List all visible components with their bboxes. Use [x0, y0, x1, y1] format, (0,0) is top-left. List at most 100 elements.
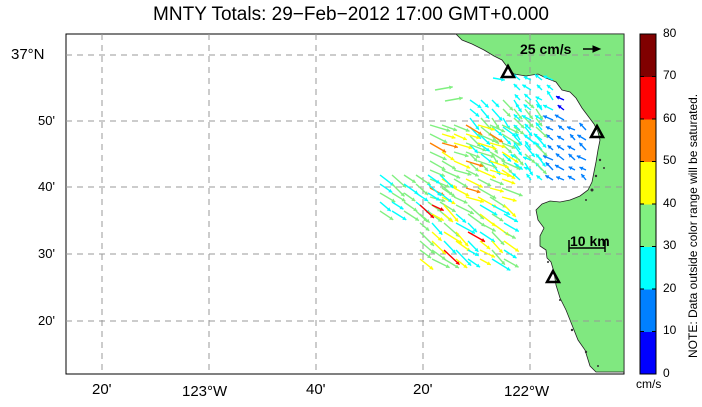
- x-tick-label: 123°W: [182, 383, 228, 400]
- vector-arrow: [534, 73, 543, 81]
- vector-arrow: [524, 99, 535, 109]
- vector-arrow: [524, 126, 533, 137]
- vector-arrow: [521, 114, 532, 121]
- vector-arrow: [501, 124, 520, 134]
- vector-arrow: [477, 124, 496, 131]
- vector-arrow: [379, 183, 393, 194]
- y-tick-label: 20': [38, 313, 55, 328]
- vector-arrow: [503, 258, 519, 268]
- vector-arrow: [513, 124, 521, 131]
- y-tick-label: 50': [38, 113, 55, 128]
- vector-arrow: [489, 124, 506, 133]
- vector-arrow: [502, 108, 512, 118]
- colorbar-segment: [640, 331, 656, 375]
- vector-arrow: [480, 162, 489, 172]
- map-grid: [66, 34, 624, 374]
- vector-arrow: [501, 169, 516, 180]
- vector-arrow: [419, 222, 430, 232]
- vector-arrow: [477, 160, 498, 169]
- vector-arrow: [568, 153, 576, 161]
- colorbar-tick-label: 10: [663, 323, 677, 337]
- y-tick-label: 40': [38, 179, 55, 194]
- vector-arrow: [439, 174, 454, 189]
- vector-arrow: [403, 174, 417, 184]
- y-tick-label: 30': [38, 246, 55, 261]
- vector-arrow: [379, 192, 396, 203]
- vector-arrow: [515, 132, 521, 141]
- vector-arrow: [429, 124, 451, 133]
- vector-arrow: [521, 84, 532, 91]
- vector-arrow: [429, 133, 448, 144]
- vector-arrow: [503, 240, 520, 253]
- vector-arrow: [557, 124, 565, 131]
- vector-arrow: [419, 258, 434, 271]
- vector-arrow: [391, 210, 407, 221]
- vector-arrow: [555, 95, 565, 101]
- y-tick-label: 37°N: [11, 46, 45, 63]
- vector-arrow: [427, 183, 442, 197]
- vector-arrow: [580, 173, 587, 181]
- vector-arrow: [429, 160, 446, 171]
- vector-arrow: [427, 174, 441, 185]
- vector-arrow: [503, 231, 517, 240]
- vector-arrow: [477, 133, 497, 143]
- vector-arrow: [439, 201, 456, 213]
- vector-arrow: [533, 133, 543, 141]
- vector-arrow: [524, 117, 535, 128]
- vector-arrow: [579, 166, 587, 171]
- vector-arrow: [427, 210, 443, 223]
- vector-arrow: [567, 145, 576, 151]
- vector-arrow: [480, 108, 490, 120]
- vector-arrow: [479, 231, 496, 243]
- vector-arrow: [576, 134, 587, 141]
- x-tick-label: 20': [92, 381, 112, 398]
- vector-arrow: [545, 161, 554, 171]
- vector-arrow: [503, 213, 519, 223]
- vector-arrow: [455, 204, 475, 215]
- x-tick-label: 122°W: [504, 383, 550, 400]
- vector-arrow: [555, 176, 565, 181]
- vector-arrow: [535, 162, 548, 175]
- vector-arrow: [434, 85, 453, 91]
- vector-arrow: [477, 178, 492, 187]
- vector-arrow: [453, 133, 468, 141]
- vector-arrow: [415, 174, 432, 186]
- vector-arrow: [479, 258, 492, 266]
- vector-arrow: [523, 76, 532, 81]
- vector-arrow: [443, 258, 460, 269]
- vector-arrow: [441, 151, 455, 161]
- vector-arrow: [441, 142, 459, 149]
- vector-arrow: [489, 187, 504, 193]
- colorbar-tick-label: 70: [663, 68, 677, 82]
- vector-arrow: [415, 183, 429, 196]
- vector-arrow: [501, 151, 519, 164]
- vector-arrow: [501, 178, 516, 185]
- vector-arrow: [502, 126, 517, 137]
- vector-arrow: [535, 135, 547, 149]
- vector-arrow: [556, 135, 565, 141]
- colorbar-tick-label: 30: [663, 238, 677, 252]
- vector-arrow: [491, 204, 511, 216]
- scale-arrow-icon: [583, 45, 602, 53]
- vector-arrow: [522, 156, 532, 161]
- colorbar-tick-label: 80: [663, 26, 677, 40]
- colorbar-tick-label: 20: [663, 281, 677, 295]
- vector-arrow: [441, 133, 456, 140]
- colorbar-segment: [640, 76, 656, 120]
- vector-arrow: [554, 114, 565, 121]
- vector-arrow: [455, 258, 468, 269]
- vector-arrow: [524, 108, 534, 120]
- vector-arrow: [536, 174, 543, 181]
- vector-arrow: [467, 222, 478, 233]
- vector-arrow: [514, 93, 521, 101]
- vector-arrow: [467, 240, 479, 253]
- vector-arrow: [543, 75, 554, 81]
- vector-arrow: [491, 213, 504, 222]
- colorbar-segment: [640, 204, 656, 247]
- colorbar-segment: [640, 34, 656, 77]
- vector-arrow: [465, 133, 481, 140]
- vector-arrow: [455, 249, 472, 267]
- vector-arrow: [467, 231, 486, 243]
- vector-arrow: [429, 151, 447, 161]
